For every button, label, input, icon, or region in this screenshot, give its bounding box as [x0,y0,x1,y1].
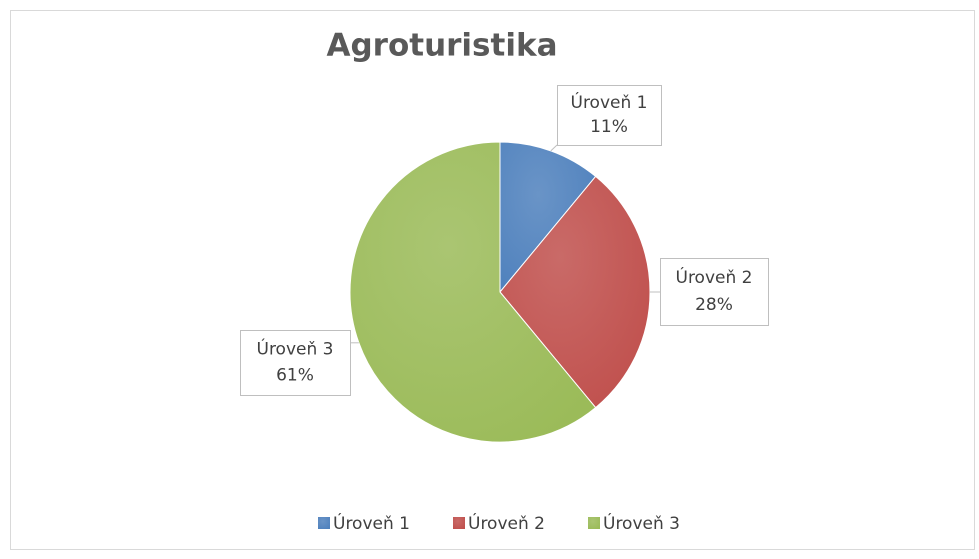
chart-title: Agroturistika [326,28,557,64]
data-label-box [240,330,351,396]
data-label-category: Úroveň 2 [676,266,753,288]
data-label-value: 11% [590,117,628,137]
pie-slice [499,141,597,294]
legend-label: Úroveň 1 [333,512,410,534]
data-label-box [557,85,662,146]
data-label-box [660,258,769,326]
data-label-value: 61% [276,366,314,386]
data-label-category: Úroveň 1 [571,91,648,113]
data-label-value: 28% [695,295,733,315]
data-label-category: Úroveň 3 [257,338,334,360]
leader-line [550,144,558,152]
legend-label: Úroveň 3 [603,512,680,534]
legend-swatch [588,517,600,529]
pie-slice [349,141,597,443]
legend-label: Úroveň 2 [468,512,545,534]
legend-swatch [453,517,465,529]
legend-swatch [318,517,330,529]
